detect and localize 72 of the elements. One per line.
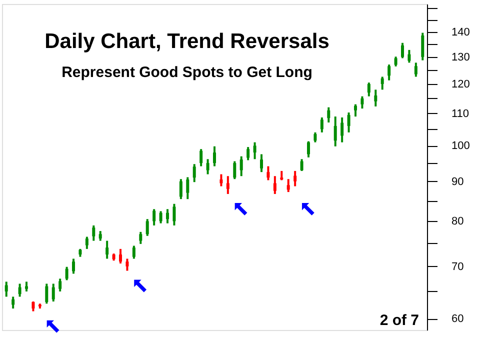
- candlestick: [146, 218, 149, 237]
- candlestick: [253, 141, 256, 160]
- candlestick: [340, 116, 344, 144]
- candlestick: [166, 208, 169, 224]
- candlestick: [65, 266, 68, 282]
- y-tick-label: 110: [452, 108, 470, 120]
- candlestick: [12, 296, 15, 310]
- candlestick: [421, 32, 424, 62]
- candlestick: [388, 64, 391, 82]
- candlestick: [126, 258, 129, 272]
- candlestick: [206, 158, 210, 176]
- candlestick: [119, 248, 122, 264]
- y-tick-label: 120: [452, 78, 470, 90]
- candlestick: [273, 175, 276, 195]
- candlestick: [354, 103, 357, 118]
- text: Daily Chart, Trend Reversals: [44, 30, 330, 53]
- candlestick: [334, 116, 337, 148]
- candlestick: [92, 224, 96, 242]
- y-tick-label: 90: [452, 176, 464, 188]
- candlestick: [18, 282, 22, 298]
- candlestick: [347, 112, 350, 134]
- candlestick: [98, 230, 102, 242]
- candlestick: [374, 88, 378, 108]
- candlestick: [260, 153, 263, 174]
- candlestick: [306, 140, 310, 158]
- y-tick-label: 80: [452, 216, 464, 228]
- candlestick: [246, 146, 250, 162]
- candlestick: [72, 258, 76, 275]
- candlestick: [52, 282, 55, 302]
- candlestick: [314, 131, 317, 144]
- candlestick: [192, 163, 196, 184]
- candlestick: [58, 278, 62, 292]
- y-tick-label: 70: [452, 260, 464, 273]
- y-tick-label: 140: [452, 26, 470, 38]
- candlestick: [152, 208, 156, 226]
- candlestick: [327, 106, 330, 124]
- candlestick: [4, 280, 8, 298]
- candlestick: [380, 76, 384, 91]
- candlestick: [320, 116, 324, 134]
- candlestick: [226, 175, 230, 195]
- candlestick: [45, 282, 48, 305]
- candlestick: [286, 178, 290, 194]
- candlestick: [266, 165, 270, 182]
- candlestick: [220, 173, 223, 188]
- candlestick: [294, 170, 297, 188]
- candlestick: [32, 300, 35, 312]
- candlestick: [25, 280, 28, 292]
- y-tick-label: 60: [452, 313, 464, 326]
- candlestick: [414, 62, 418, 78]
- candlestick: [159, 210, 162, 224]
- candlestick: [360, 95, 364, 110]
- candlestick: [394, 56, 398, 68]
- candlestick: [179, 178, 182, 200]
- candlestick: [367, 82, 370, 98]
- candlestick: [186, 176, 190, 200]
- candlestick: [139, 230, 142, 245]
- annotation: 2 of 7: [380, 312, 419, 329]
- text: Represent Good Spots to Get Long: [62, 64, 312, 81]
- candlestick: [200, 148, 203, 168]
- candlestick: [408, 48, 411, 64]
- candlestick: [106, 240, 109, 260]
- candlestick: [240, 155, 243, 178]
- candlestick: [85, 236, 88, 250]
- candlestick: [280, 170, 284, 182]
- candlestick: [300, 158, 304, 172]
- candlestick: [132, 244, 136, 260]
- candlestick: [233, 160, 236, 180]
- candlestick: [172, 202, 176, 226]
- y-tick-label: 130: [452, 51, 470, 64]
- candlestick: [400, 42, 404, 60]
- candlestick: [213, 145, 216, 168]
- y-tick-label: 100: [452, 140, 470, 152]
